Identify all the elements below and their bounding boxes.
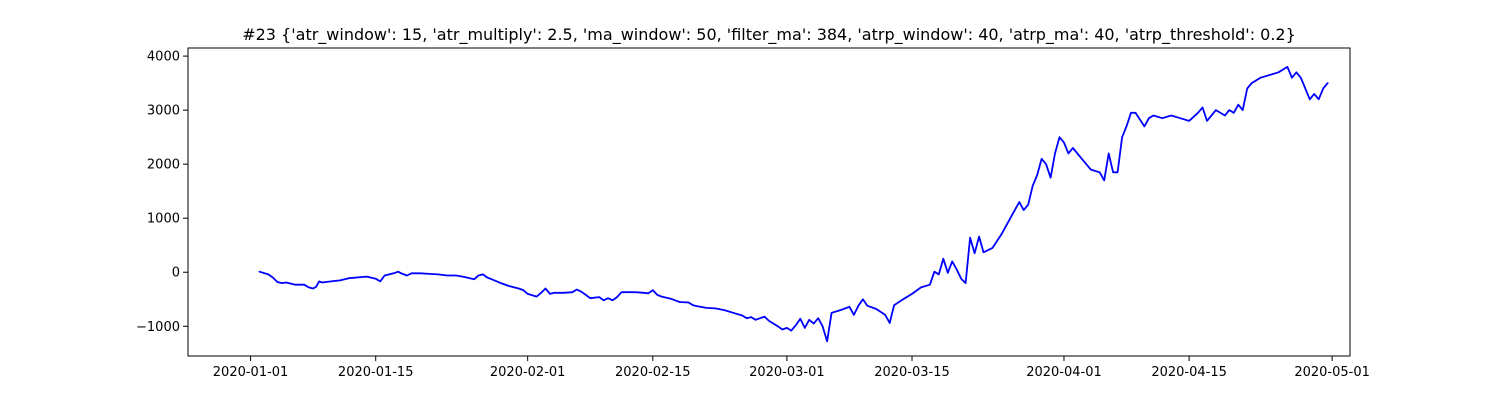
x-tick-label: 2020-03-15 (874, 365, 950, 380)
x-tick-label: 2020-05-01 (1294, 365, 1370, 380)
y-tick-label: 3000 (147, 104, 180, 119)
y-tick-label: −1000 (136, 320, 180, 335)
x-tick-label: 2020-02-01 (490, 365, 566, 380)
x-tick-label: 2020-03-01 (749, 365, 825, 380)
x-tick-label: 2020-02-15 (615, 365, 691, 380)
x-tick-label: 2020-01-15 (338, 365, 414, 380)
x-tick-label: 2020-01-01 (213, 365, 289, 380)
y-tick-label: 0 (172, 266, 180, 281)
plot-area (258, 66, 1329, 343)
y-tick-label: 2000 (147, 158, 180, 173)
x-tick-label: 2020-04-01 (1026, 365, 1102, 380)
chart-title: #23 {'atr_window': 15, 'atr_multiply': 2… (242, 25, 1296, 45)
y-tick-label: 1000 (147, 212, 180, 227)
y-tick-label: 4000 (147, 50, 180, 65)
y-axis: −1000 0 1000 2000 3000 4000 (136, 50, 188, 335)
series-line (258, 66, 1329, 343)
x-axis: 2020-01-01 2020-01-15 2020-02-01 2020-02-15… (213, 356, 1370, 380)
x-tick-label: 2020-04-15 (1151, 365, 1227, 380)
plot-frame (187, 47, 1351, 357)
